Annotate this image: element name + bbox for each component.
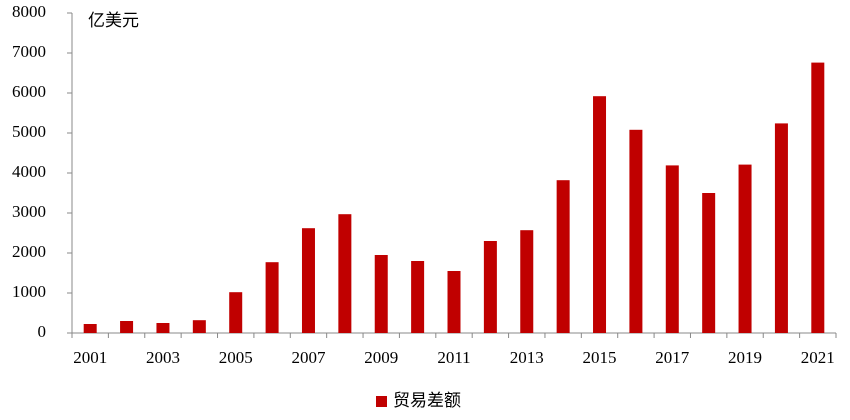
x-tick-label: 2019 <box>728 348 762 367</box>
bar <box>120 321 134 333</box>
bar <box>593 96 607 333</box>
bar <box>447 271 461 333</box>
x-tick-label: 2013 <box>510 348 544 367</box>
x-tick-label: 2003 <box>146 348 180 367</box>
bar <box>265 262 279 333</box>
y-tick-label: 2000 <box>12 242 46 261</box>
bar <box>811 62 825 333</box>
bar <box>411 261 425 333</box>
x-tick-label: 2021 <box>801 348 835 367</box>
y-tick-label: 8000 <box>12 2 46 21</box>
bar <box>192 320 206 333</box>
bar <box>665 165 679 333</box>
bar <box>83 324 97 333</box>
legend-label: 贸易差额 <box>393 391 461 410</box>
bar <box>483 241 497 333</box>
bar <box>301 228 315 333</box>
x-tick-label: 2017 <box>655 348 690 367</box>
y-tick-label: 5000 <box>12 122 46 141</box>
bar <box>374 255 388 333</box>
bar <box>520 230 534 333</box>
x-tick-label: 2005 <box>219 348 253 367</box>
bar <box>229 292 243 333</box>
bar <box>629 129 643 333</box>
y-tick-label: 7000 <box>12 42 46 61</box>
legend-swatch <box>376 396 387 407</box>
y-tick-label: 6000 <box>12 82 46 101</box>
bar <box>702 193 716 333</box>
bar <box>156 323 170 333</box>
y-tick-label: 0 <box>38 322 47 341</box>
x-tick-label: 2015 <box>583 348 617 367</box>
x-tick-label: 2009 <box>364 348 398 367</box>
x-tick-label: 2011 <box>437 348 470 367</box>
bar <box>556 180 570 333</box>
bar <box>774 123 788 334</box>
unit-label: 亿美元 <box>88 11 139 30</box>
x-tick-label: 2007 <box>291 348 326 367</box>
y-tick-label: 3000 <box>12 202 46 221</box>
y-tick-label: 1000 <box>12 282 46 301</box>
x-tick-label: 2001 <box>73 348 107 367</box>
bar <box>338 214 352 333</box>
bar <box>738 164 752 333</box>
y-tick-label: 4000 <box>12 162 46 181</box>
